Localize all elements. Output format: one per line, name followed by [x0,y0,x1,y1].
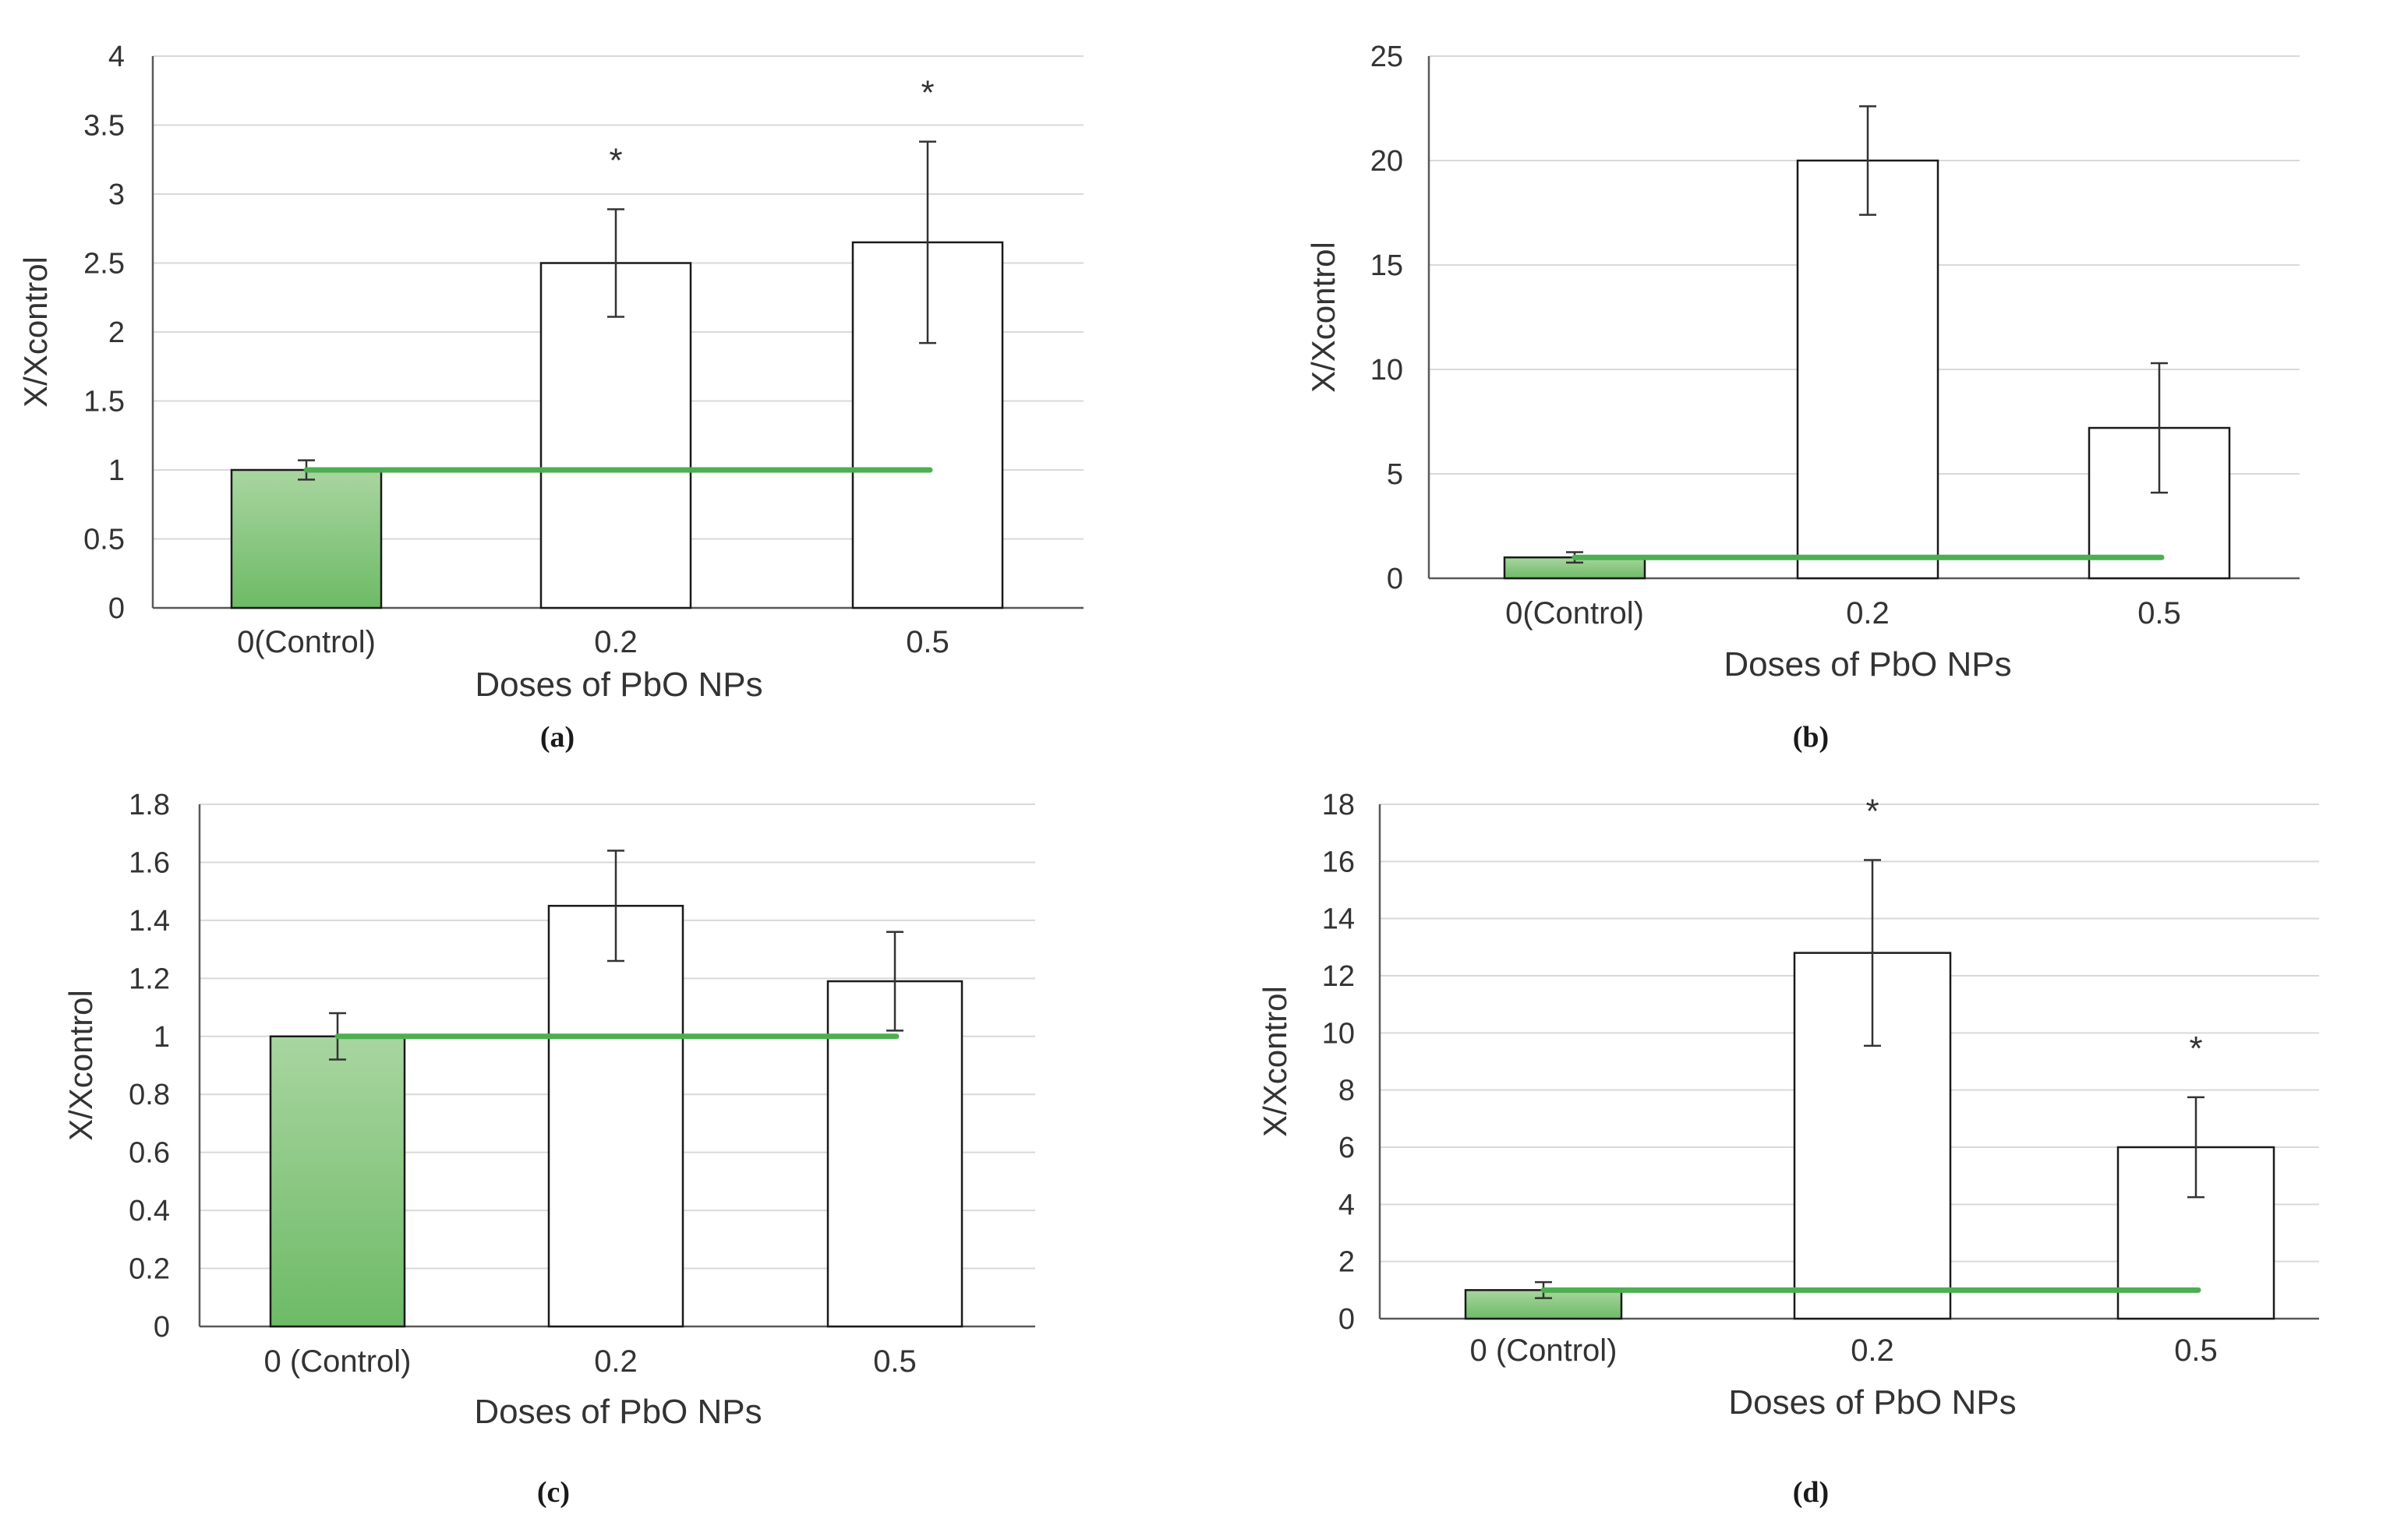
y-axis-title: X/Xcontrol [1305,242,1342,393]
bar-dose-0.2 [539,262,692,609]
significance-asterisk: * [921,74,934,112]
x-tick-label: 0 (Control) [264,1344,412,1379]
y-tick-label: 0 [154,1311,170,1344]
y-tick-label: 0.8 [129,1079,170,1111]
y-tick-label: 1.6 [129,846,170,879]
y-tick-label: 15 [1370,249,1403,282]
y-tick-label: 1.2 [129,962,170,995]
y-tick-label: 2.5 [83,248,125,281]
x-tick-label: 0.5 [2137,596,2181,630]
error-bar [607,208,624,318]
x-tick-label: 0.2 [1846,596,1890,630]
y-tick-label: 0 [1338,1303,1355,1336]
y-tick-label: 5 [1387,458,1403,491]
y-tick-label: 4 [1338,1189,1355,1221]
error-bar [607,849,624,962]
x-tick-label: 0.2 [594,1344,638,1379]
y-tick-label: 3.5 [83,110,125,143]
panel-label: (a) [540,721,575,754]
x-tick-label: 0.5 [873,1344,917,1379]
y-tick-label: 1.4 [129,905,170,938]
y-tick-label: 14 [1322,903,1355,936]
y-tick-label: 0.6 [129,1137,170,1170]
error-bar [2187,1096,2204,1199]
panel-label: (c) [537,1476,570,1509]
y-tick-label: 1.8 [129,789,170,821]
y-tick-label: 12 [1322,960,1355,993]
y-tick-label: 0 [108,592,125,625]
y-tick-label: 10 [1322,1017,1355,1050]
x-axis-title: Doses of PbO NPs [1724,645,2011,683]
y-tick-label: 3 [108,178,125,211]
error-bar [919,140,936,344]
significance-asterisk: * [2189,1030,2202,1068]
bar-control [230,468,383,609]
x-axis-title: Doses of PbO NPs [474,1393,762,1431]
y-tick-label: 18 [1322,789,1355,821]
y-tick-label: 0.4 [129,1195,170,1227]
x-tick-label: 0(Control) [1505,596,1644,630]
chart-panel-1: 0 0.5 1 1.5 2 2.5 3 3.5 4 0(Control) * 0.2 * 0.5 Doses… [17,41,1084,754]
y-tick-label: 16 [1322,846,1355,878]
x-tick-label: 0.2 [1851,1333,1894,1368]
bar-dose-0.2 [1796,159,1939,580]
y-tick-label: 0.2 [129,1253,170,1286]
y-tick-label: 6 [1338,1132,1355,1164]
chart-panel-2: 0 5 10 15 20 25 0(Control) 0.2 0.5 Doses of PbO N… [1305,41,2300,754]
error-bar [886,931,903,1032]
y-tick-label: 1 [108,454,125,487]
x-tick-label: 0.2 [594,625,638,659]
y-tick-label: 25 [1370,41,1403,73]
y-axis-title: X/Xcontrol [1257,986,1293,1137]
x-axis-title: Doses of PbO NPs [475,666,762,704]
y-tick-label: 4 [108,41,125,73]
y-tick-label: 0.5 [83,524,125,556]
y-tick-label: 1 [154,1021,170,1054]
y-tick-label: 8 [1338,1075,1355,1107]
chart-panel-4: 0 2 4 6 8 10 12 14 16 18 0 (Control) * 0.2 * 0.5 Doses … [1257,789,2319,1509]
y-axis-title: X/Xcontrol [62,990,99,1141]
x-tick-label: 0(Control) [237,625,376,659]
y-tick-label: 10 [1370,354,1403,387]
error-bar [1859,105,1876,216]
bar-control [269,1035,406,1328]
y-tick-label: 20 [1370,145,1403,178]
y-tick-label: 2 [1338,1246,1355,1279]
error-bar [2151,362,2168,494]
x-tick-label: 0 (Control) [1470,1333,1618,1368]
x-tick-label: 0.5 [906,625,949,659]
panel-label: (b) [1793,721,1829,754]
x-axis-title: Doses of PbO NPs [1728,1383,2016,1422]
bar-dose-0.2 [547,905,684,1328]
y-tick-label: 2 [108,316,125,349]
panel-label: (d) [1793,1476,1829,1509]
significance-asterisk: * [609,141,622,179]
x-tick-label: 0.5 [2174,1333,2218,1368]
y-tick-label: 0 [1387,563,1403,595]
bar-dose-0.5 [826,980,963,1328]
chart-panel-3: 0 0.2 0.4 0.6 0.8 1 1.2 1.4 1.6 1.8 0 (Control) 0.2… [62,789,1035,1509]
y-tick-label: 1.5 [83,386,125,419]
significance-asterisk: * [1865,793,1879,831]
y-axis-title: X/Xcontrol [17,256,54,408]
error-bar [1864,859,1881,1047]
